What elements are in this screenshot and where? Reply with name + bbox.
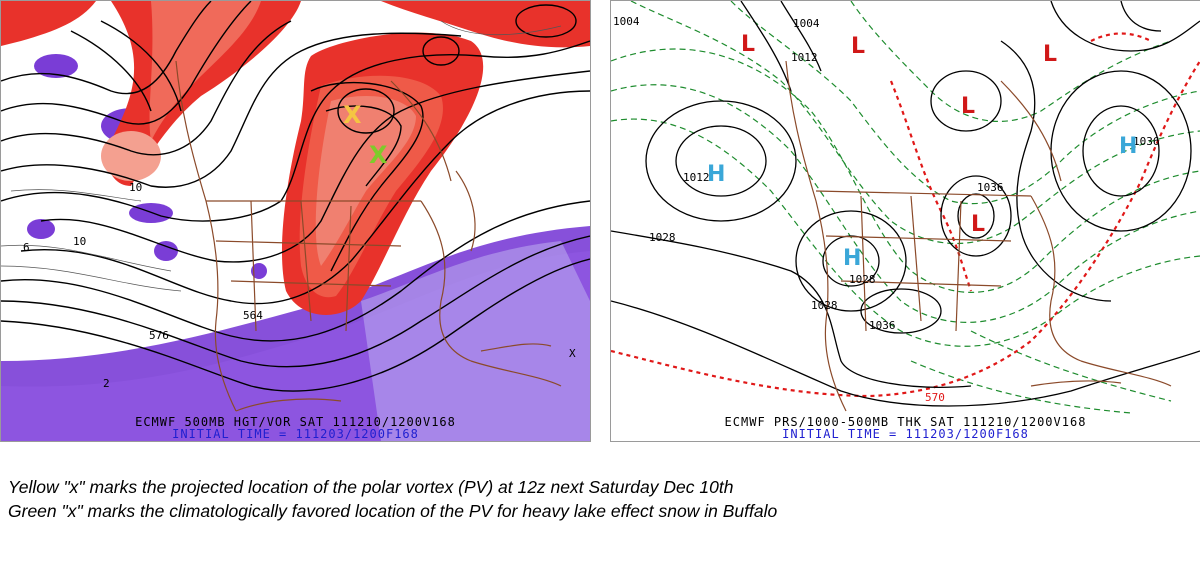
pressure-label-1036a: 1036: [869, 319, 896, 332]
pressure-label-1028a: 1028: [649, 231, 676, 244]
pressure-label-1012a: 1012: [791, 51, 818, 64]
contour-label-576: 576: [149, 329, 169, 342]
yellow-x-marker: X: [343, 101, 362, 129]
pressure-label-1004b: 1004: [793, 17, 820, 30]
high-center-west: H: [843, 246, 861, 271]
contour-label-564: 564: [243, 309, 263, 322]
pressure-label-1036b: 1036: [1133, 135, 1160, 148]
map-borders-right: [785, 60, 1172, 412]
height-contours: [1, 1, 590, 392]
thickness-label-570: 570: [925, 391, 945, 404]
low-center-northeast: L: [1043, 42, 1057, 67]
green-x-marker: X: [369, 141, 388, 169]
low-center-canada: L: [961, 94, 975, 119]
low-center-north: L: [851, 34, 865, 59]
pressure-thickness-map: 1004 1004 1012 1012 1028 1028 1036 1036 …: [611, 1, 1200, 414]
pressure-label-1028c: 1028: [849, 273, 876, 286]
low-center-east: L: [971, 212, 985, 237]
thickness-contours: [611, 1, 1200, 414]
pressure-label-1028b: 1028: [811, 299, 838, 312]
vorticity-thin-contours: [1, 20, 562, 292]
contour-label-6: 6: [23, 241, 30, 254]
freezing-thickness-line: [611, 32, 1200, 398]
right-footer-title: ECMWF PRS/1000-500MB THK SAT 111210/1200…: [724, 415, 1087, 429]
pressure-label-1036c: 1036: [977, 181, 1004, 194]
pressure-label-1012b: 1012: [683, 171, 710, 184]
left-footer-title: ECMWF 500MB HGT/VOR SAT 111210/1200V168: [135, 415, 456, 429]
pressure-thickness-map-panel: 1004 1004 1012 1012 1028 1028 1036 1036 …: [610, 0, 1200, 442]
vorticity-map-panel: 564 576 10 10 6 2 X X X ECMWF 500MB HGT/…: [0, 0, 591, 442]
right-footer-init-time: INITIAL TIME = 111203/1200F168: [782, 427, 1029, 441]
caption-green-x: Green "x" marks the climatologically fav…: [8, 501, 778, 521]
isobars: [611, 1, 1200, 407]
vorticity-map: 564 576 10 10 6 2 X X X: [1, 1, 590, 441]
high-center-pacific: H: [707, 162, 725, 187]
low-center-northwest: L: [741, 32, 755, 57]
high-center-atlantic: H: [1119, 134, 1137, 159]
pressure-label-1004a: 1004: [613, 15, 640, 28]
contour-label-10a: 10: [129, 181, 142, 194]
contour-label-2: 2: [103, 377, 110, 390]
map-borders: [175, 60, 562, 412]
contour-label-10b: 10: [73, 235, 86, 248]
left-footer-init-time: INITIAL TIME = 111203/1200F168: [172, 427, 419, 441]
contour-label-x: X: [569, 347, 576, 360]
caption-yellow-x: Yellow "x" marks the projected location …: [8, 477, 734, 497]
